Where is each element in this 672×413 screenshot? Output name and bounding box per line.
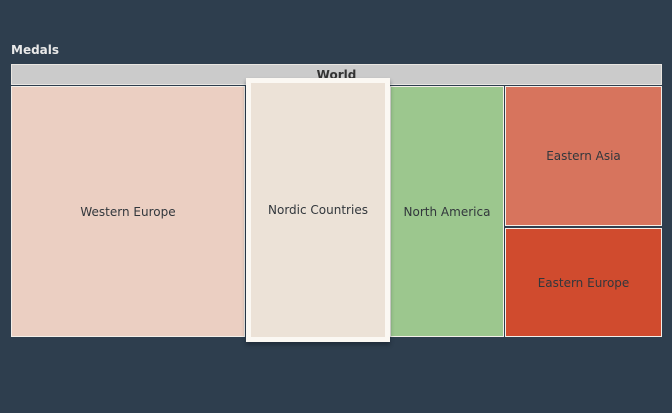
tile-western-europe[interactable]: Western Europe [11, 86, 245, 337]
tile-label-nordic-countries: Nordic Countries [268, 203, 368, 217]
tile-north-america[interactable]: North America [390, 86, 504, 337]
tile-label-eastern-europe: Eastern Europe [537, 275, 630, 290]
tile-eastern-europe[interactable]: Eastern Europe [505, 228, 662, 337]
tile-label-north-america: North America [403, 204, 491, 219]
tile-eastern-asia[interactable]: Eastern Asia [505, 86, 662, 226]
tile-nordic-countries[interactable]: Nordic Countries [246, 78, 390, 342]
tile-label-western-europe: Western Europe [80, 204, 176, 219]
chart-title: Medals [11, 43, 60, 57]
tile-label-eastern-asia: Eastern Asia [546, 149, 621, 163]
